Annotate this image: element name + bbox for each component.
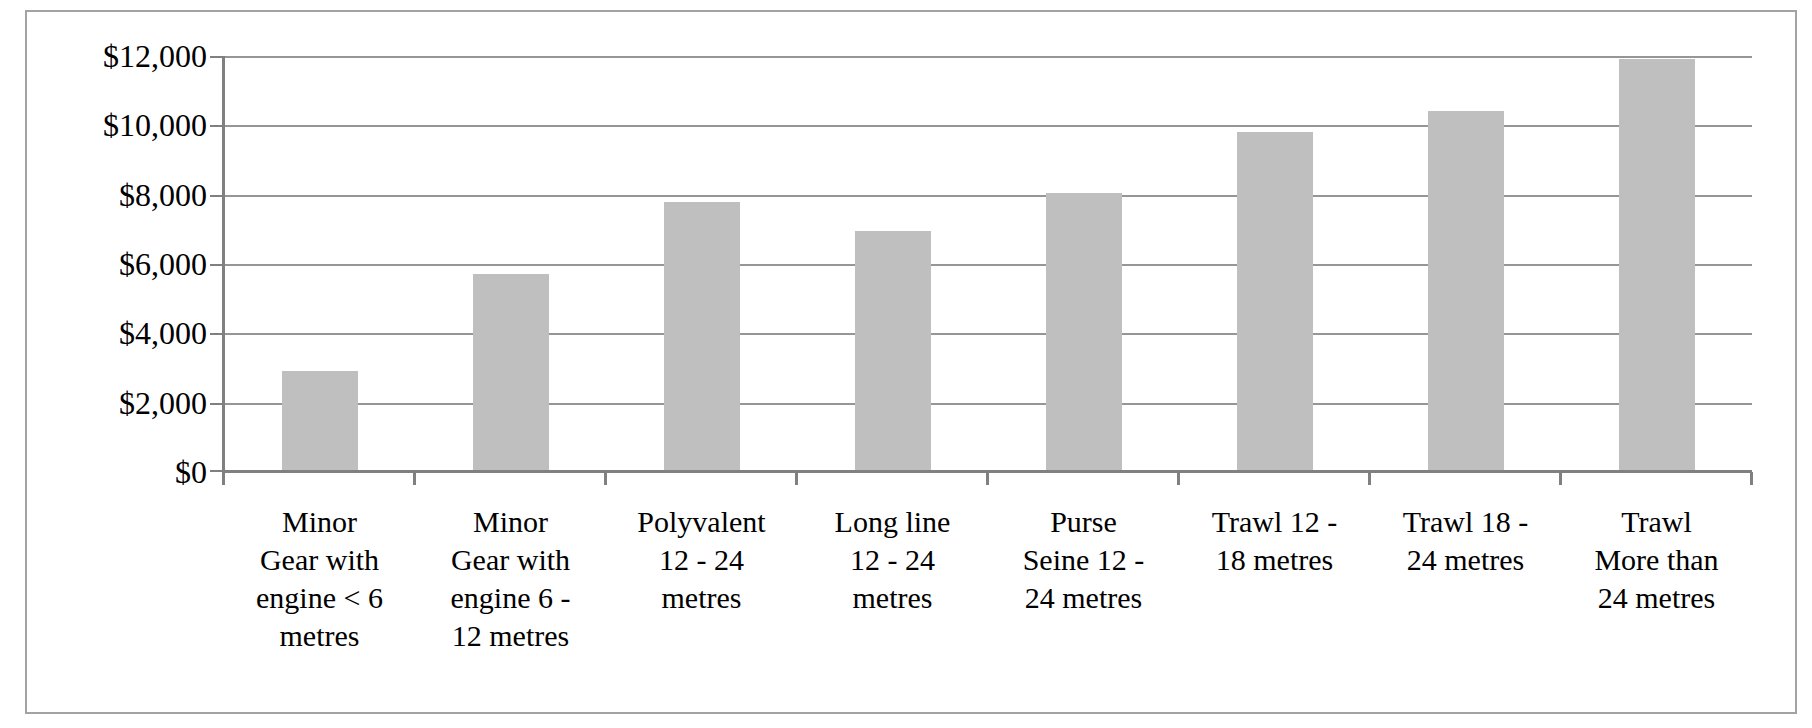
category-label: Purse Seine 12 - 24 metres — [988, 503, 1179, 617]
x-axis-tick — [795, 472, 798, 485]
bar — [855, 231, 931, 472]
gridline — [224, 125, 1752, 127]
category-label: Trawl 18 - 24 metres — [1370, 503, 1561, 579]
gridline — [224, 403, 1752, 405]
bar — [282, 371, 358, 472]
bar — [664, 202, 740, 472]
gridline — [224, 56, 1752, 58]
x-axis-tick — [986, 472, 989, 485]
bar — [473, 274, 549, 472]
category-label: Trawl 12 - 18 metres — [1179, 503, 1370, 579]
bar — [1619, 59, 1695, 472]
category-label: Polyvalent 12 - 24 metres — [606, 503, 797, 617]
bar — [1046, 193, 1122, 472]
y-tick-label: $12,000 — [103, 40, 207, 72]
y-tick-label: $10,000 — [103, 109, 207, 141]
category-label: Long line 12 - 24 metres — [797, 503, 988, 617]
category-label: Minor Gear with engine 6 - 12 metres — [415, 503, 606, 655]
bar — [1237, 132, 1313, 472]
y-axis-line — [222, 56, 225, 485]
x-axis-tick — [1559, 472, 1562, 485]
plot-area: $0$2,000$4,000$6,000$8,000$10,000$12,000… — [224, 56, 1752, 472]
y-tick-label: $0 — [175, 456, 207, 488]
y-tick-label: $6,000 — [119, 248, 207, 280]
category-label: Trawl More than 24 metres — [1561, 503, 1752, 617]
gridline — [224, 195, 1752, 197]
bar — [1428, 111, 1504, 472]
x-axis-tick — [1368, 472, 1371, 485]
y-tick-label: $8,000 — [119, 179, 207, 211]
y-tick-label: $4,000 — [119, 317, 207, 349]
x-axis-line — [224, 470, 1752, 473]
gridline — [224, 333, 1752, 335]
gridline — [224, 264, 1752, 266]
x-axis-tick — [1177, 472, 1180, 485]
y-tick-label: $2,000 — [119, 387, 207, 419]
x-axis-tick — [413, 472, 416, 485]
x-axis-tick — [604, 472, 607, 485]
chart-frame: $0 $2,000 $4,000 $6,000 $8,000 $10,000 $12,000… — [25, 10, 1797, 714]
x-axis-tick — [1750, 472, 1753, 485]
category-label: Minor Gear with engine < 6 metres — [224, 503, 415, 655]
